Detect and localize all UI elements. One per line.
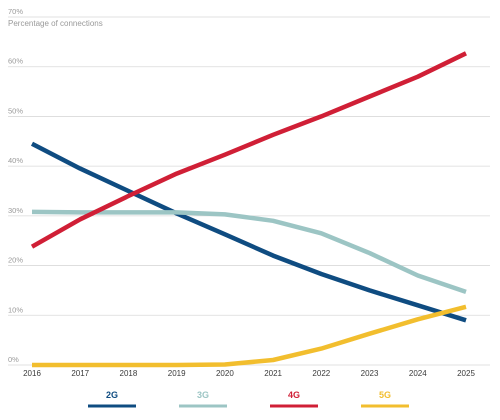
legend-item-2g: 2G: [88, 390, 136, 408]
x-tick-label: 2016: [23, 369, 41, 378]
y-tick-label: 0%: [8, 355, 19, 364]
legend-item-5g: 5G: [361, 390, 409, 408]
legend-item-4g: 4G: [270, 390, 318, 408]
y-tick-labels: 0% 10% 20% 30% 40% 50% 60% 70%: [8, 7, 23, 364]
series-line-3g: [31, 209, 467, 295]
y-tick-label: 60%: [8, 57, 23, 66]
x-tick-label: 2025: [457, 369, 475, 378]
x-tick-label: 2021: [264, 369, 282, 378]
legend-label: 4G: [288, 390, 300, 400]
series-line-2g: [30, 141, 467, 323]
x-tick-label: 2018: [120, 369, 138, 378]
x-tick-label: 2023: [361, 369, 379, 378]
x-tick-label: 2022: [312, 369, 330, 378]
x-tick-label: 2019: [168, 369, 186, 378]
series-line-4g: [30, 51, 467, 249]
legend-label: 3G: [197, 390, 209, 400]
legend-label: 5G: [379, 390, 391, 400]
x-tick-label: 2017: [71, 369, 89, 378]
x-tick-labels: 2016 2017 2018 2019 2020 2021 2022 2023 2024 2025: [23, 369, 475, 378]
y-tick-label: 10%: [8, 305, 23, 314]
legend-label: 2G: [106, 390, 118, 400]
grid-lines: [8, 16, 490, 366]
legend-item-3g: 3G: [179, 390, 227, 408]
legend: 2G 3G 4G 5G: [88, 390, 409, 408]
series-lines: [30, 51, 467, 368]
series-line-5g: [32, 304, 467, 368]
y-tick-label: 40%: [8, 156, 23, 165]
y-axis-title: Percentage of connections: [8, 19, 103, 28]
y-tick-label: 20%: [8, 256, 23, 265]
y-tick-label: 50%: [8, 106, 23, 115]
x-tick-label: 2020: [216, 369, 234, 378]
y-tick-label: 30%: [8, 206, 23, 215]
y-tick-label: 70%: [8, 7, 23, 16]
x-tick-label: 2024: [409, 369, 427, 378]
